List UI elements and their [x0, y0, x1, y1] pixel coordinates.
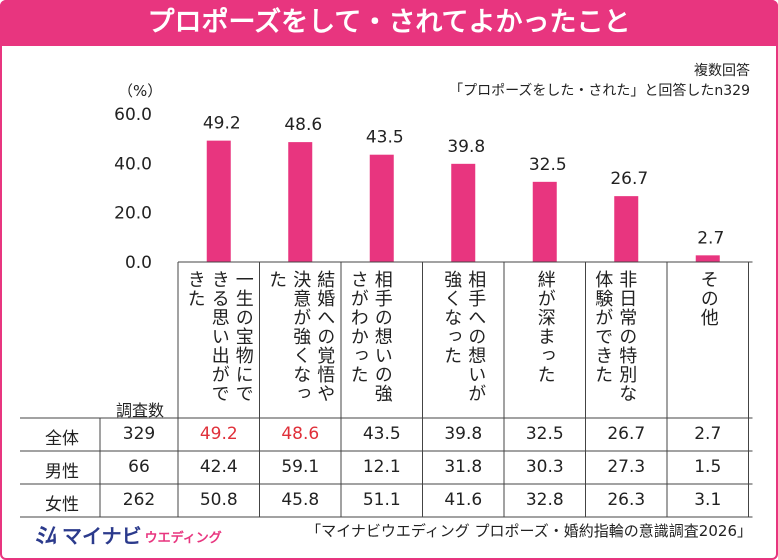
table-cell: 43.5 [362, 424, 401, 444]
note-multiple-answers: 複数回答 [694, 63, 750, 79]
bar-value-label: 39.8 [447, 137, 485, 157]
table-row-label: 男性 [45, 462, 79, 482]
y-tick-label: 0.0 [125, 253, 152, 273]
y-tick-label: 60.0 [114, 105, 152, 125]
category-label: 非日常の特別な体験ができた [592, 270, 638, 403]
logo-main-text: マイナビ [62, 523, 142, 548]
table-cell: 31.8 [444, 457, 483, 477]
y-unit-label: （%） [118, 82, 163, 100]
logo-mark-icon: ﾐﾑ [34, 524, 57, 549]
table-cell: 30.3 [525, 457, 564, 477]
category-label: その他 [697, 270, 719, 327]
bar-value-label: 49.2 [203, 114, 241, 134]
y-tick-label: 20.0 [114, 204, 152, 224]
table-cell: 2.7 [694, 424, 722, 444]
table-cell: 51.1 [362, 490, 401, 510]
table-cell: 39.8 [444, 424, 483, 444]
bar-value-label: 26.7 [610, 169, 648, 189]
bar-value-label: 43.5 [366, 128, 404, 148]
bar [369, 154, 394, 262]
table-cell: 42.4 [199, 457, 238, 477]
category-label: 相手への想いが強くなった [441, 270, 487, 403]
table-cell-n: 66 [128, 457, 150, 477]
category-label: 一生の宝物にできる思い出ができた [184, 270, 254, 403]
sample-size-header: 調査数 [116, 401, 165, 420]
table-cell: 26.3 [607, 490, 646, 510]
logo-sub-text: ウエディング [144, 531, 222, 546]
bar [288, 142, 313, 262]
bar [451, 163, 476, 262]
bar-value-label: 32.5 [529, 155, 567, 175]
category-label: 結婚への覚悟や決意が強くなった [266, 270, 336, 403]
table-cell: 1.5 [694, 457, 722, 477]
table-cell-n: 262 [122, 490, 156, 510]
table-cell: 12.1 [362, 457, 401, 477]
table-cell: 32.5 [525, 424, 564, 444]
table-cell: 3.1 [694, 490, 722, 510]
table-row-label: 女性 [45, 495, 79, 515]
bar [614, 196, 639, 262]
bar [532, 181, 557, 262]
bar-value-label: 2.7 [697, 228, 724, 248]
table-cell: 50.8 [199, 490, 238, 510]
category-label: 絆が深まった [534, 270, 556, 384]
bar [695, 255, 720, 262]
table-cell: 59.1 [281, 457, 320, 477]
chart-title: プロポーズをして・されてよかったこと [0, 0, 778, 46]
bar [206, 140, 231, 262]
table-cell: 27.3 [607, 457, 646, 477]
category-label: 相手の想いの強さがわかった [347, 270, 393, 403]
table-cell: 48.6 [281, 424, 320, 444]
bar-value-label: 48.6 [284, 115, 322, 135]
table-cell: 26.7 [607, 424, 646, 444]
mynavi-wedding-logo: ﾐﾑ マイナビ ウエディング [34, 518, 222, 550]
table-row-label: 全体 [45, 429, 79, 449]
table-cell: 41.6 [444, 490, 483, 510]
source-note: 「マイナビウエディング プロポーズ・婚約指輪の意識調査2026」 [306, 522, 752, 540]
table-cell: 32.8 [525, 490, 564, 510]
note-sample: 「プロポーズをした・された」と回答したn329 [449, 83, 750, 99]
y-tick-label: 40.0 [114, 154, 152, 174]
table-cell: 49.2 [199, 424, 238, 444]
table-cell: 45.8 [281, 490, 320, 510]
table-cell-n: 329 [122, 424, 156, 444]
